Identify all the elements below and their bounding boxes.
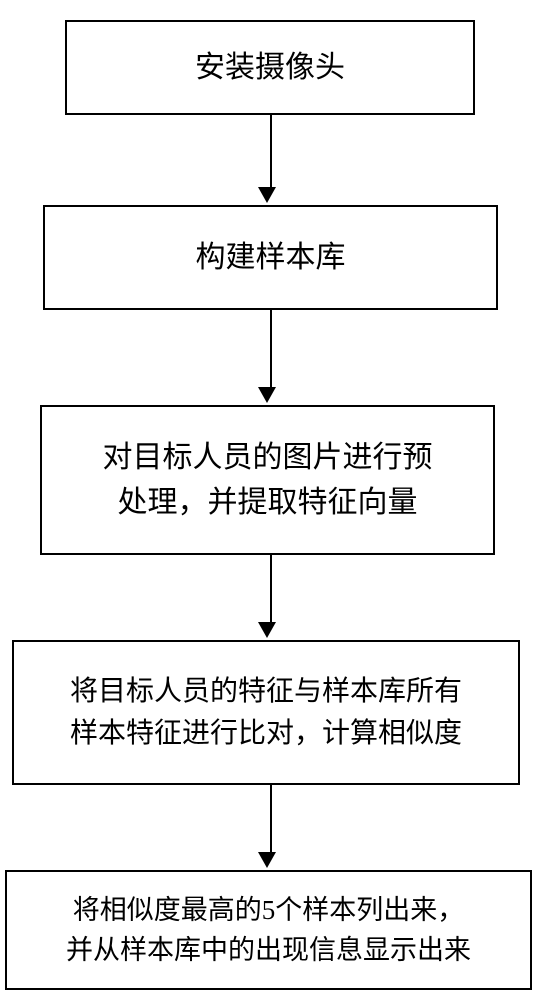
arrow-head-icon bbox=[258, 387, 276, 403]
flowchart-arrow-3 bbox=[266, 555, 276, 638]
node-label: 构建样本库 bbox=[196, 235, 346, 280]
flowchart-container: 安装摄像头 构建样本库 对目标人员的图片进行预处理，并提取特征向量 将目标人员的… bbox=[0, 0, 542, 1000]
node-label: 安装摄像头 bbox=[195, 45, 345, 90]
flowchart-arrow-1 bbox=[266, 115, 276, 203]
flowchart-node-1: 安装摄像头 bbox=[65, 20, 475, 115]
arrow-head-icon bbox=[258, 852, 276, 868]
node-label: 对目标人员的图片进行预处理，并提取特征向量 bbox=[103, 435, 433, 525]
arrow-line bbox=[270, 555, 272, 622]
arrow-line bbox=[270, 310, 272, 387]
arrow-line bbox=[270, 115, 272, 187]
arrow-head-icon bbox=[258, 622, 276, 638]
flowchart-node-4: 将目标人员的特征与样本库所有样本特征进行比对，计算相似度 bbox=[12, 640, 520, 785]
flowchart-arrow-4 bbox=[266, 785, 276, 868]
flowchart-node-2: 构建样本库 bbox=[43, 205, 498, 310]
flowchart-arrow-2 bbox=[266, 310, 276, 403]
arrow-head-icon bbox=[258, 187, 276, 203]
node-label: 将相似度最高的5个样本列出来，并从样本库中的出现信息显示出来 bbox=[66, 890, 471, 971]
flowchart-node-3: 对目标人员的图片进行预处理，并提取特征向量 bbox=[40, 405, 495, 555]
flowchart-node-5: 将相似度最高的5个样本列出来，并从样本库中的出现信息显示出来 bbox=[5, 870, 532, 990]
arrow-line bbox=[270, 785, 272, 852]
node-label: 将目标人员的特征与样本库所有样本特征进行比对，计算相似度 bbox=[70, 671, 462, 755]
